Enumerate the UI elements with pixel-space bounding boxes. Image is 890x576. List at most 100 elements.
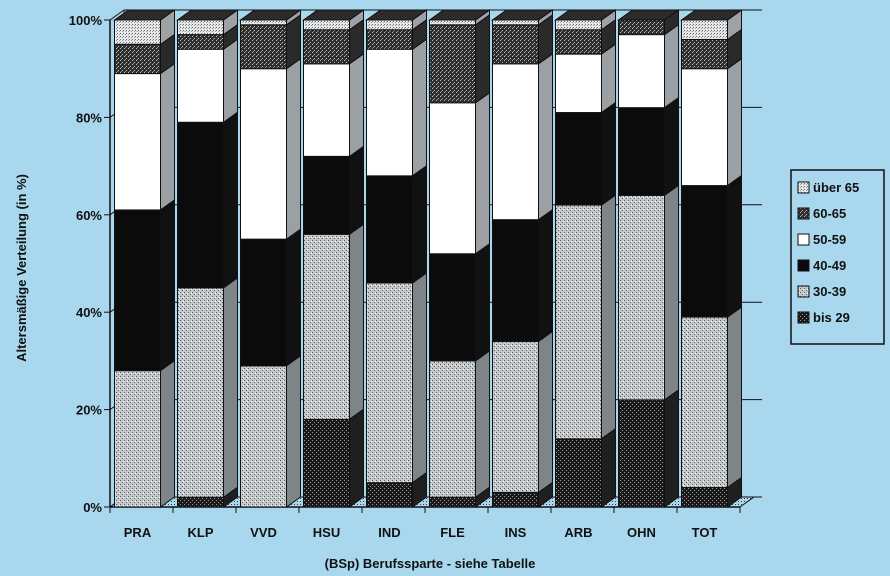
bar-segment-fle-60-65-side — [475, 13, 490, 104]
x-tick-label-ohn: OHN — [627, 525, 656, 540]
bar-top-ins — [490, 9, 555, 21]
bar-segment-arb-50-59-side — [601, 43, 616, 114]
legend-swatch-50-59 — [797, 233, 810, 246]
bar-segment-hsu-30-39-side — [349, 223, 364, 421]
bar-top-ind — [364, 9, 429, 21]
bar-klp — [175, 9, 240, 508]
bar-segment-pra-60-65 — [114, 43, 161, 75]
bar-segment-vvd-30-39-side — [286, 354, 301, 508]
bar-segment-ins-bis-29 — [492, 491, 539, 508]
bar-top-fle — [427, 9, 492, 21]
bar-segment-klp-bis-29 — [177, 496, 224, 508]
bar-segment-hsu-bis-29 — [303, 418, 350, 508]
bar-segment-ohn-30-39 — [618, 194, 665, 401]
bar-segment-klp-30-39 — [177, 287, 224, 498]
bar-segment-arb-60-65 — [555, 29, 602, 55]
bar-segment-fle-40-49 — [429, 253, 476, 362]
bar-segment-hsu-40-49 — [303, 155, 350, 235]
bar-segment-ins-30-39 — [492, 340, 539, 493]
bar-segment-ohn-60-65 — [618, 19, 665, 36]
bar-segment-ind-30-39 — [366, 282, 413, 484]
bar-segment-ins-30-39-side — [538, 330, 553, 494]
bar-segment-ohn-bis-29 — [618, 399, 665, 508]
bar-segment-pra-ueber-65 — [114, 19, 161, 45]
bar-segment-hsu-30-39 — [303, 233, 350, 420]
bar-segment-tot-30-39-side — [727, 306, 742, 489]
bar-hsu — [301, 9, 366, 508]
y-tick-labels: 0% 20% 40% 60% 80% 100% — [69, 13, 103, 515]
y-tick-label-0: 0% — [83, 500, 102, 515]
bar-segment-arb-ueber-65 — [555, 19, 602, 31]
legend-swatch-60-65 — [797, 207, 810, 220]
x-tick-label-ins: INS — [505, 525, 527, 540]
bar-segment-tot-30-39 — [681, 316, 728, 489]
bar-segment-tot-50-59 — [681, 68, 728, 187]
bar-segment-pra-40-49-side — [160, 198, 175, 372]
bar-segment-vvd-40-49-side — [286, 228, 301, 367]
bar-segment-ind-bis-29 — [366, 482, 413, 508]
bar-segment-arb-40-49 — [555, 112, 602, 206]
x-tick-label-klp: KLP — [188, 525, 214, 540]
bar-segment-klp-40-49 — [177, 121, 224, 289]
bar-segment-ohn-50-59-side — [664, 23, 679, 109]
bar-segment-pra-50-59 — [114, 73, 161, 211]
bar-segment-fle-40-49-side — [475, 242, 490, 362]
x-tick-labels: PRA KLP VVD HSU IND FLE INS ARB OHN TOT — [124, 525, 718, 540]
x-tick-label-tot: TOT — [692, 525, 718, 540]
bar-segment-klp-30-39-side — [223, 276, 238, 499]
bar-segment-ins-50-59-side — [538, 52, 553, 221]
bar-segment-vvd-50-59 — [240, 68, 287, 240]
bar-segment-tot-ueber-65 — [681, 19, 728, 40]
bar-segment-vvd-50-59-side — [286, 57, 301, 241]
legend: über 65 60-65 50-59 40-49 30-39 bis 29 — [790, 169, 885, 345]
bar-segment-fle-30-39-side — [475, 349, 490, 499]
bar-top-arb — [553, 9, 618, 21]
y-axis-title: Altersmäßige Verteilung (in %) — [14, 174, 29, 362]
x-tick-label-ind: IND — [378, 525, 400, 540]
bar-segment-pra-30-39 — [114, 370, 161, 508]
bar-segment-fle-50-59 — [429, 102, 476, 255]
bar-arb — [553, 9, 618, 508]
bar-segment-ind-40-49 — [366, 175, 413, 284]
bar-segment-pra-50-59-side — [160, 62, 175, 211]
x-tick-label-pra: PRA — [124, 525, 152, 540]
legend-label-50-59: 50-59 — [813, 232, 846, 247]
bar-segment-ohn-bis-29-side — [664, 388, 679, 508]
bar-segment-arb-bis-29 — [555, 438, 602, 508]
bar-top-klp — [175, 9, 240, 21]
legend-swatch-30-39 — [797, 285, 810, 298]
bar-vvd — [238, 9, 303, 508]
bar-fle — [427, 9, 492, 508]
bar-segment-ins-50-59 — [492, 63, 539, 221]
bar-ohn — [616, 9, 681, 508]
x-tick-label-hsu: HSU — [313, 525, 340, 540]
bar-segment-ohn-30-39-side — [664, 184, 679, 401]
bar-segment-arb-bis-29-side — [601, 427, 616, 508]
bar-segment-pra-30-39-side — [160, 359, 175, 508]
bar-segment-vvd-40-49 — [240, 238, 287, 367]
x-tick-label-arb: ARB — [564, 525, 592, 540]
bar-segment-fle-60-65 — [429, 24, 476, 104]
bar-segment-ind-60-65 — [366, 29, 413, 50]
bar-top-tot — [679, 9, 744, 21]
bar-segment-klp-ueber-65 — [177, 19, 224, 36]
legend-label-bis-29: bis 29 — [813, 310, 850, 325]
bar-segment-ind-40-49-side — [412, 164, 427, 284]
bar-segment-ins-60-65 — [492, 24, 539, 65]
bar-segment-hsu-40-49-side — [349, 145, 364, 236]
bar-segment-ind-ueber-65 — [366, 19, 413, 31]
bar-segment-klp-40-49-side — [223, 111, 238, 289]
bar-segment-fle-bis-29 — [429, 496, 476, 508]
legend-swatch-bis-29 — [797, 311, 810, 324]
bar-segment-tot-40-49 — [681, 185, 728, 318]
bar-segment-klp-60-65 — [177, 34, 224, 50]
bar-segment-fle-ueber-65 — [429, 19, 476, 26]
y-tick-label-40: 40% — [76, 305, 102, 320]
bar-top-hsu — [301, 9, 366, 21]
bar-segment-ohn-40-49-side — [664, 96, 679, 197]
bar-segment-klp-50-59 — [177, 48, 224, 123]
legend-swatch-ueber-65 — [797, 181, 810, 194]
bar-segment-fle-50-59-side — [475, 91, 490, 255]
bar-segment-ins-40-49-side — [538, 208, 553, 343]
bar-segment-ohn-50-59 — [618, 34, 665, 109]
